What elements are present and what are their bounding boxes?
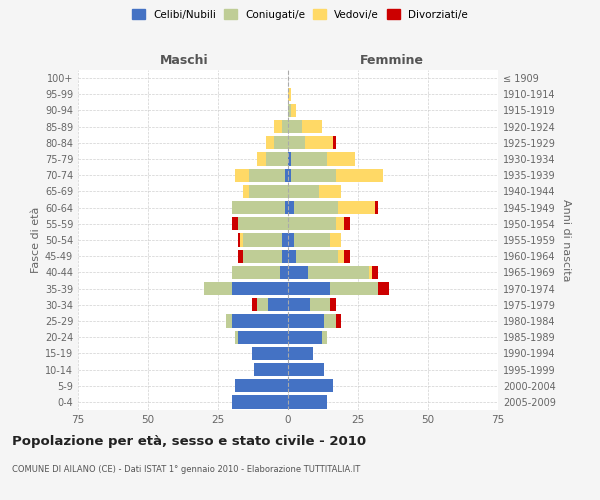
Bar [251,346,288,360]
Bar [243,234,283,246]
Bar [274,120,283,134]
Bar [288,152,291,166]
Bar [232,201,285,214]
Bar [338,250,344,263]
Bar [235,330,238,344]
Bar [274,136,288,149]
Bar [238,234,241,246]
Bar [325,314,335,328]
Bar [241,234,243,246]
Bar [257,152,266,166]
Bar [308,266,369,279]
Bar [369,266,372,279]
Bar [288,330,322,344]
Bar [288,217,335,230]
Bar [291,168,335,182]
Bar [280,266,288,279]
Bar [288,250,296,263]
Bar [251,298,257,312]
Bar [335,314,341,328]
Text: COMUNE DI AILANO (CE) - Dati ISTAT 1° gennaio 2010 - Elaborazione TUTTITALIA.IT: COMUNE DI AILANO (CE) - Dati ISTAT 1° ge… [12,465,360,474]
Bar [288,168,291,182]
Bar [232,314,288,328]
Bar [283,234,288,246]
Bar [238,330,288,344]
Bar [232,266,280,279]
Text: Maschi: Maschi [160,54,209,67]
Bar [288,201,293,214]
Bar [327,152,355,166]
Bar [268,298,288,312]
Bar [335,217,344,230]
Bar [283,250,288,263]
Bar [238,250,243,263]
Bar [285,201,288,214]
Bar [344,217,350,230]
Bar [322,330,327,344]
Bar [249,168,285,182]
Bar [288,363,325,376]
Bar [319,185,341,198]
Bar [293,201,338,214]
Bar [291,104,296,117]
Bar [372,266,377,279]
Bar [305,136,333,149]
Bar [333,136,335,149]
Bar [375,201,377,214]
Bar [330,282,377,295]
Bar [254,363,288,376]
Text: Femmine: Femmine [359,54,424,67]
Bar [293,234,330,246]
Bar [249,185,288,198]
Text: Popolazione per età, sesso e stato civile - 2010: Popolazione per età, sesso e stato civil… [12,435,366,448]
Bar [288,185,319,198]
Bar [288,104,291,117]
Bar [344,250,350,263]
Y-axis label: Anni di nascita: Anni di nascita [561,198,571,281]
Bar [330,234,341,246]
Bar [288,136,305,149]
Bar [266,152,288,166]
Bar [291,152,327,166]
Bar [288,88,291,101]
Bar [288,379,333,392]
Bar [288,266,308,279]
Bar [335,168,383,182]
Bar [283,120,288,134]
Bar [330,298,335,312]
Bar [288,234,293,246]
Bar [302,120,322,134]
Bar [288,298,310,312]
Bar [243,185,249,198]
Bar [377,282,389,295]
Bar [285,168,288,182]
Bar [232,396,288,408]
Bar [257,298,268,312]
Legend: Celibi/Nubili, Coniugati/e, Vedovi/e, Divorziati/e: Celibi/Nubili, Coniugati/e, Vedovi/e, Di… [128,5,472,24]
Bar [204,282,232,295]
Bar [232,217,238,230]
Bar [235,168,249,182]
Bar [288,282,330,295]
Bar [338,201,375,214]
Y-axis label: Fasce di età: Fasce di età [31,207,41,273]
Bar [232,282,288,295]
Bar [288,346,313,360]
Bar [266,136,274,149]
Bar [235,379,288,392]
Bar [288,314,325,328]
Bar [243,250,283,263]
Bar [288,396,327,408]
Bar [288,120,302,134]
Bar [296,250,338,263]
Bar [310,298,330,312]
Bar [238,217,288,230]
Bar [226,314,232,328]
